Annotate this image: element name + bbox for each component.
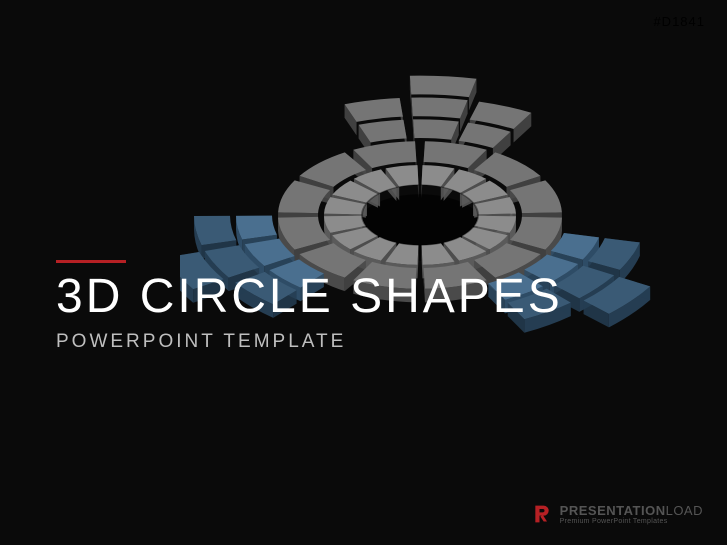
brand-name-bold: PRESENTATION	[560, 503, 666, 518]
title-block: 3D CIRCLE SHAPES POWERPOINT TEMPLATE	[56, 260, 563, 353]
main-title: 3D CIRCLE SHAPES	[56, 273, 563, 321]
template-id-tag: #D1841	[653, 14, 705, 29]
brand-icon	[532, 504, 552, 524]
accent-bar	[56, 260, 126, 263]
brand-footer: PRESENTATIONLOAD Premium PowerPoint Temp…	[532, 504, 703, 525]
brand-tagline: Premium PowerPoint Templates	[560, 518, 703, 525]
subtitle: POWERPOINT TEMPLATE	[56, 331, 563, 353]
brand-name-light: LOAD	[666, 503, 703, 518]
brand-name: PRESENTATIONLOAD	[560, 504, 703, 518]
